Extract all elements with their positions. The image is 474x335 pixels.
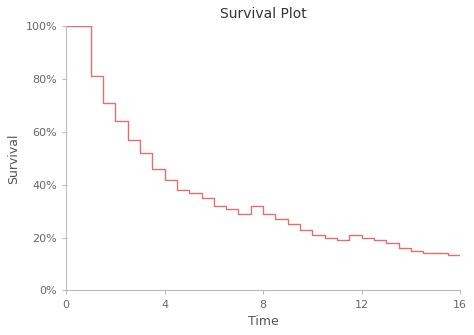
Y-axis label: Survival: Survival: [7, 133, 20, 184]
X-axis label: Time: Time: [248, 315, 279, 328]
Title: Survival Plot: Survival Plot: [220, 7, 307, 21]
